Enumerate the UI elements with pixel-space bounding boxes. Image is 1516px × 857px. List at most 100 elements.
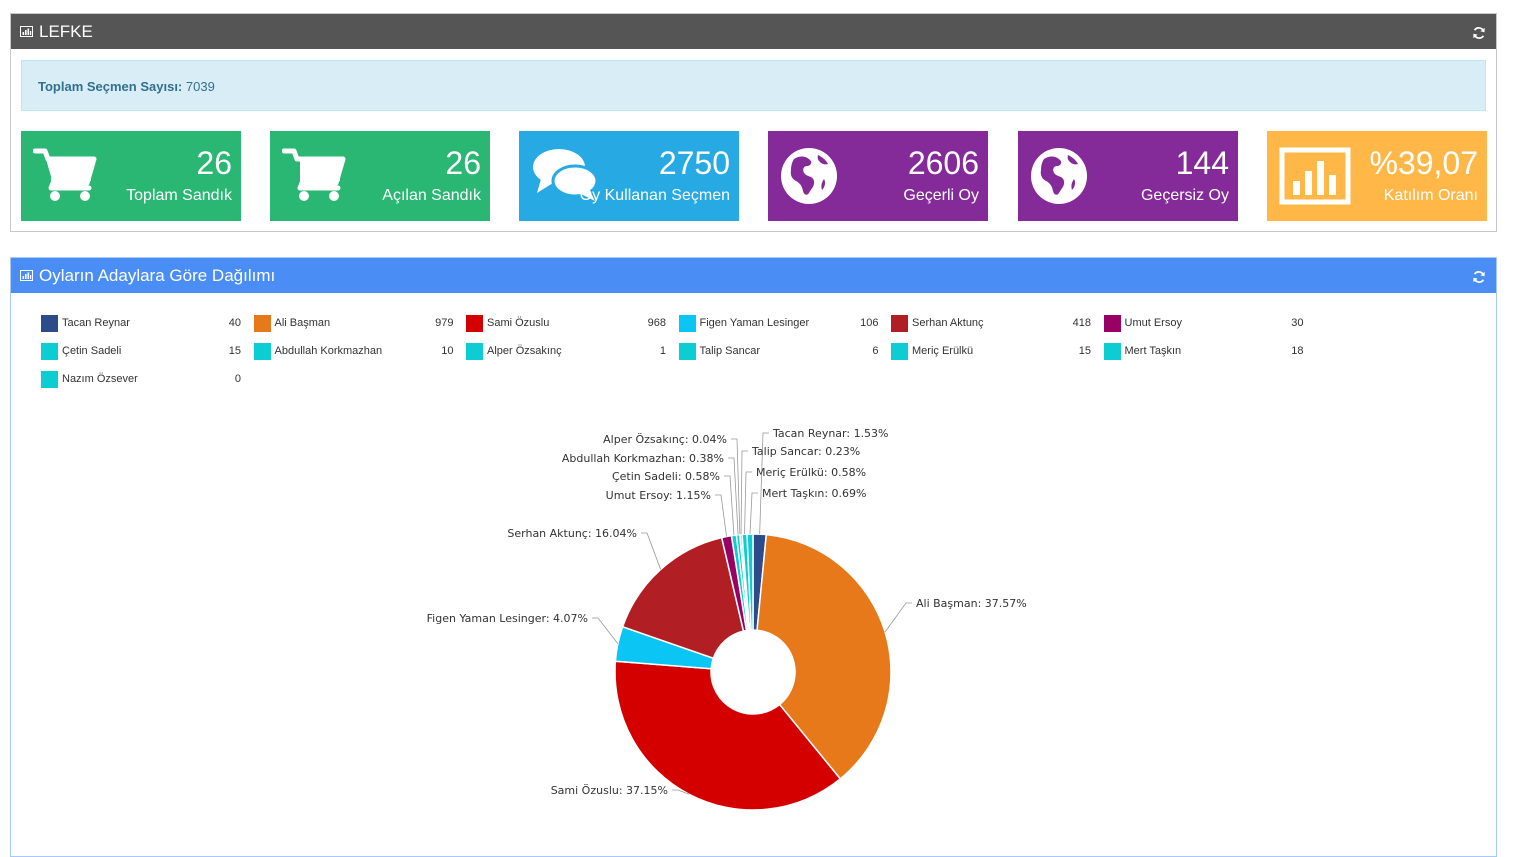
- total-voters-alert: Toplam Seçmen Sayısı: 7039: [21, 60, 1486, 111]
- legend-item[interactable]: Alper Özsakınç 1: [466, 343, 666, 361]
- distribution-title: Oyların Adaylara Göre Dağılımı: [39, 265, 276, 285]
- refresh-icon[interactable]: [1472, 25, 1486, 39]
- legend-swatch: [466, 343, 483, 360]
- pie-label-line: [724, 475, 735, 536]
- legend-value: 106: [860, 317, 879, 329]
- pie-label: Meriç Erülkü: 0.58%: [756, 466, 866, 479]
- distribution-panel: Oyların Adaylara Göre Dağılımı Tacan Rey…: [10, 257, 1497, 857]
- legend-value: 18: [1291, 345, 1304, 357]
- legend-item[interactable]: Çetin Sadeli 15: [41, 343, 241, 361]
- cart-icon: [281, 147, 346, 208]
- legend-value: 10: [441, 345, 454, 357]
- refresh-icon[interactable]: [1472, 269, 1486, 283]
- cart-icon: [32, 147, 97, 208]
- pie-label-line: [641, 532, 662, 570]
- pie-label: Mert Taşkın: 0.69%: [762, 487, 867, 500]
- legend-item[interactable]: Figen Yaman Lesinger 106: [678, 315, 879, 333]
- stat-value: 144: [1175, 145, 1229, 181]
- pie-label-line: [744, 471, 752, 535]
- distribution-panel-header: Oyların Adaylara Göre Dağılımı: [11, 258, 1496, 293]
- legend-value: 979: [435, 317, 454, 329]
- legend-item[interactable]: Umut Ersoy 30: [1103, 315, 1304, 333]
- legend-label: Meriç Erülkü: [912, 345, 974, 357]
- legend-swatch: [466, 315, 483, 332]
- pie-label: Çetin Sadeli: 0.58%: [612, 470, 720, 483]
- pie-label-line: [740, 450, 748, 535]
- pie-label: Tacan Reynar: 1.53%: [772, 427, 889, 440]
- legend-swatch: [253, 315, 271, 332]
- legend-swatch: [891, 315, 908, 332]
- legend-label: Alper Özsakınç: [487, 345, 562, 357]
- total-voters-label: Toplam Seçmen Sayısı:: [38, 79, 183, 94]
- legend-item[interactable]: Mert Taşkın 18: [1103, 343, 1304, 361]
- pie-label-line: [884, 602, 912, 633]
- district-panel: LEFKE Toplam Seçmen Sayısı: 7039 26 Topl…: [10, 13, 1497, 232]
- legend-item[interactable]: Tacan Reynar 40: [41, 315, 241, 333]
- stat-label: Katılım Oranı: [1383, 187, 1478, 204]
- pie-label: Alper Özsakınç: 0.04%: [603, 433, 727, 446]
- pie-label-line: [672, 789, 690, 795]
- legend-label: Serhan Aktunç: [912, 317, 984, 329]
- legend-value: 30: [1291, 317, 1304, 329]
- legend-value: 418: [1072, 317, 1091, 329]
- legend-label: Talip Sancar: [699, 345, 761, 357]
- pie-label-line: [759, 432, 769, 535]
- legend-swatch: [1103, 343, 1121, 360]
- legend-value: 40: [228, 317, 241, 329]
- stat-label: Açılan Sandık: [382, 187, 481, 204]
- total-voters-value: 7039: [185, 79, 215, 94]
- pie-label-line: [592, 617, 619, 644]
- legend-label: Umut Ersoy: [1124, 317, 1182, 329]
- stat-tile-turnout-rate: %39,07 Katılım Oranı: [1267, 131, 1487, 221]
- pie-slice[interactable]: [614, 660, 842, 811]
- stat-label: Geçersiz Oy: [1140, 187, 1229, 204]
- legend-item[interactable]: Serhan Aktunç 418: [891, 315, 1091, 333]
- district-panel-header: LEFKE: [11, 14, 1496, 49]
- pie-label: Ali Başman: 37.57%: [916, 597, 1027, 610]
- pie-label-line: [715, 494, 727, 537]
- globe-icon: [1030, 147, 1088, 210]
- legend-item[interactable]: Talip Sancar 6: [678, 343, 879, 361]
- globe-icon: [780, 147, 838, 210]
- stat-value: 2750: [658, 145, 730, 181]
- comments-icon: [531, 147, 601, 208]
- stat-value: 2606: [907, 145, 979, 181]
- legend-label: Abdullah Korkmazhan: [274, 345, 383, 357]
- legend-item[interactable]: Meriç Erülkü 15: [891, 343, 1091, 361]
- stat-tile-invalid-votes: 144 Geçersiz Oy: [1018, 131, 1238, 221]
- stat-value: 26: [196, 145, 232, 181]
- stat-label: Toplam Sandık: [126, 187, 232, 204]
- legend-swatch: [41, 315, 58, 332]
- legend-swatch: [1103, 315, 1121, 332]
- pie-label: Talip Sancar: 0.23%: [751, 445, 860, 458]
- legend-value: 15: [228, 345, 241, 357]
- stat-tile-voters-voted: 2750 Oy Kullanan Seçmen: [519, 131, 739, 221]
- legend-label: Çetin Sadeli: [62, 345, 122, 357]
- district-title: LEFKE: [39, 21, 93, 41]
- bar-chart-icon: [20, 270, 33, 281]
- pie-slice[interactable]: [746, 533, 754, 631]
- legend-label: Tacan Reynar: [62, 317, 130, 329]
- legend-label: Ali Başman: [274, 317, 331, 329]
- legend-value: 6: [872, 345, 879, 357]
- legend-label: Nazım Özsever: [62, 373, 138, 385]
- pie-label: Serhan Aktunç: 16.04%: [507, 527, 637, 540]
- legend-swatch: [41, 371, 58, 388]
- pie-label-line: [728, 457, 739, 535]
- legend-item[interactable]: Nazım Özsever 0: [41, 371, 241, 389]
- legend-swatch: [678, 315, 696, 332]
- pie-slice[interactable]: [621, 536, 745, 660]
- stat-tile-valid-votes: 2606 Geçerli Oy: [768, 131, 988, 221]
- legend-swatch: [891, 343, 908, 360]
- legend-item[interactable]: Abdullah Korkmazhan 10: [253, 343, 454, 361]
- bar-chart-icon: [20, 26, 33, 37]
- pie-label-line: [731, 438, 741, 535]
- stat-value: %39,07: [1369, 145, 1478, 181]
- legend-value: 15: [1078, 345, 1091, 357]
- legend-value: 968: [647, 317, 666, 329]
- stat-value: 26: [445, 145, 481, 181]
- pie-label: Abdullah Korkmazhan: 0.38%: [562, 452, 724, 465]
- legend-swatch: [253, 343, 271, 360]
- legend-item[interactable]: Sami Özuslu 968: [466, 315, 666, 333]
- legend-item[interactable]: Ali Başman 979: [253, 315, 454, 333]
